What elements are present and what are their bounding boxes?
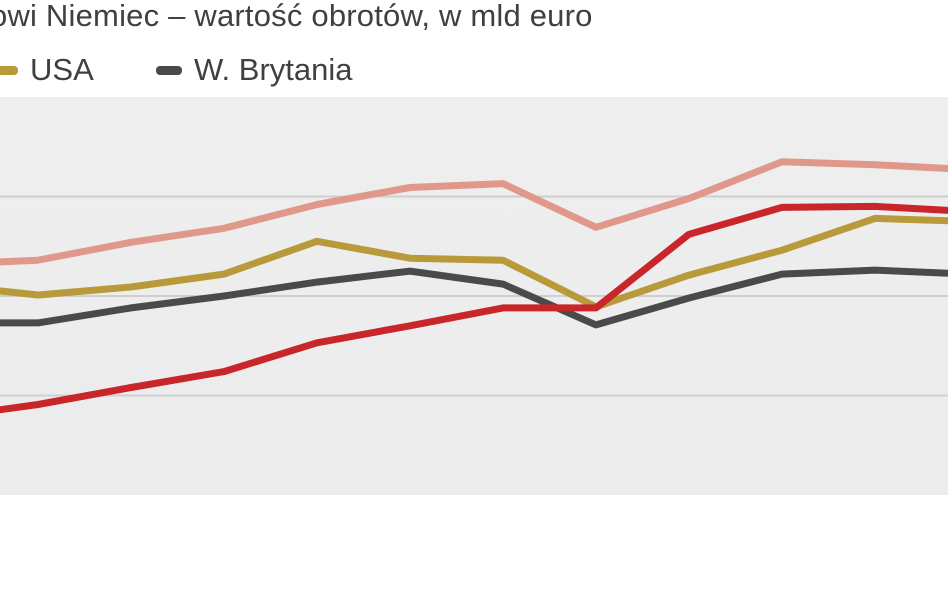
plot-area [0,97,948,495]
series-line-2 [0,214,948,311]
legend-item-usa: USA [0,48,94,92]
legend-item-uk: W. Brytania [156,48,353,92]
legend-swatch-usa [0,65,18,75]
series-line-4 [0,202,948,414]
legend-label-uk: W. Brytania [194,52,353,87]
chart-title: owi Niemiec – wartość obrotów, w mld eur… [0,0,593,33]
legend-swatch-uk [156,65,182,75]
series-line-1 [0,158,948,266]
legend-label-usa: USA [30,52,94,87]
line-chart [0,158,948,414]
series-line-3 [0,266,948,329]
